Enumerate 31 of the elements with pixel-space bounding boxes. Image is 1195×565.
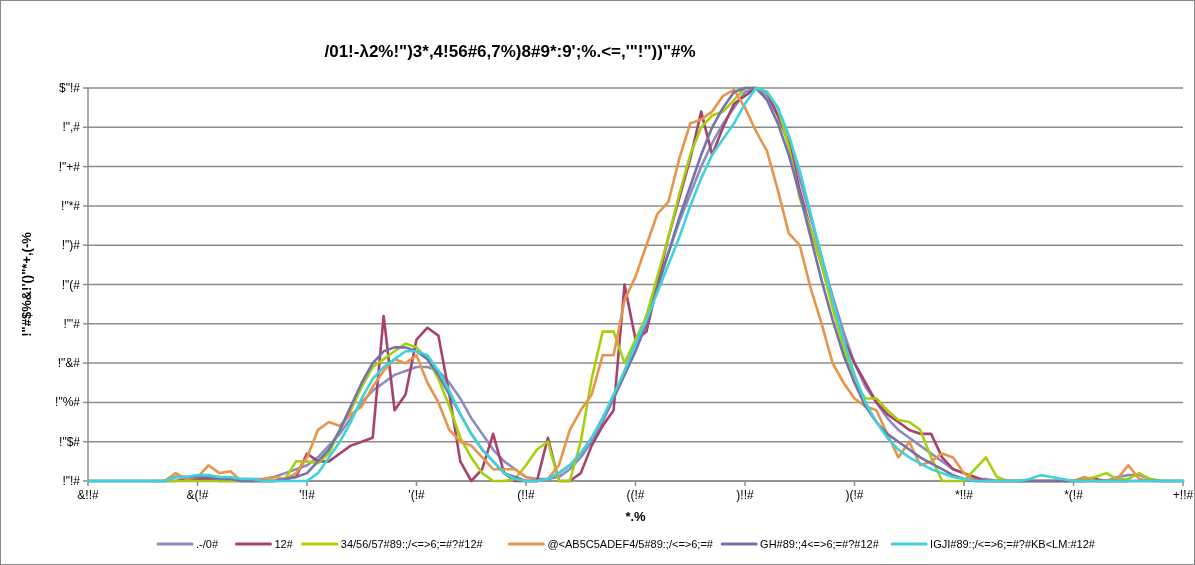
legend-label: @<AB5C5ADEF4/5#89:;/<=>6;=# — [547, 538, 714, 550]
y-axis-title: !"#$%&!'()"*+,(-% — [19, 231, 34, 337]
text: !"$# — [59, 434, 81, 449]
x-axis-title: *.% — [625, 509, 647, 524]
x-tick-label: '(!# — [408, 488, 425, 502]
x-tick-label: &(!# — [186, 488, 209, 502]
text: !"!# — [62, 474, 81, 488]
x-tick-label: '!!# — [299, 488, 316, 502]
text: !")# — [61, 238, 81, 253]
legend-label: 12# — [274, 538, 294, 550]
text: !"(# — [61, 277, 81, 292]
legend-label: .-/0# — [196, 538, 219, 550]
text: $"!# — [59, 81, 81, 95]
legend-label: IGJI#89:;/<=>6;=#?#KB<LM:#12# — [930, 538, 1096, 550]
text: !"&# — [57, 356, 81, 371]
text: !",# — [62, 120, 81, 135]
x-tick-label: )!!# — [736, 488, 754, 502]
legend-label: GH#89:;4<=>6;=#?#12# — [760, 538, 880, 550]
x-tick-label: ((!# — [626, 488, 645, 502]
x-tick-label: )(!# — [845, 488, 864, 502]
legend-label: 34/56/57#89:;/<=>6;=#?#12# — [340, 538, 484, 550]
text: !"*# — [61, 198, 81, 213]
x-tick-label: *(!# — [1064, 488, 1084, 502]
x-tick-label: &!!# — [77, 488, 99, 502]
text: !"%# — [55, 395, 81, 410]
chart-title: /01!-λ2%!")3*,4!56#6,7%)8#9*:9';%.<=,'"!"))"#% — [324, 42, 696, 61]
text: !"'# — [63, 316, 81, 331]
x-tick-label: +!!# — [1172, 488, 1194, 502]
x-tick-label: (!!# — [517, 488, 535, 502]
x-tick-label: *!!# — [954, 488, 974, 502]
text: !"+# — [58, 159, 81, 174]
